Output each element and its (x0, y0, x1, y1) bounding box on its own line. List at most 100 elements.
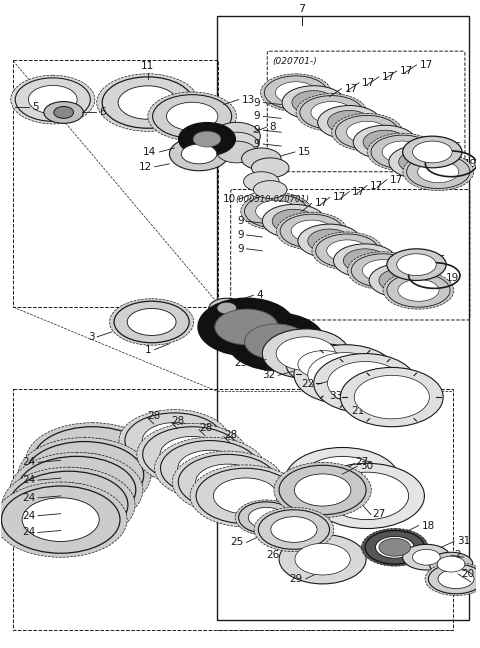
Text: 2: 2 (454, 550, 461, 561)
Ellipse shape (178, 450, 242, 486)
Ellipse shape (347, 121, 388, 143)
Ellipse shape (314, 354, 417, 413)
Ellipse shape (255, 200, 297, 222)
Text: 9: 9 (254, 139, 260, 149)
Ellipse shape (44, 102, 84, 123)
Text: 27: 27 (355, 457, 369, 467)
Text: 8: 8 (269, 122, 276, 132)
Ellipse shape (2, 467, 135, 542)
Ellipse shape (428, 564, 480, 594)
Ellipse shape (403, 544, 450, 570)
Text: 28: 28 (148, 411, 161, 421)
Ellipse shape (387, 273, 450, 307)
Ellipse shape (334, 244, 397, 277)
Text: 26: 26 (266, 550, 279, 561)
Ellipse shape (217, 141, 256, 163)
Ellipse shape (403, 136, 462, 168)
Ellipse shape (54, 106, 73, 119)
Ellipse shape (125, 413, 224, 469)
Ellipse shape (228, 314, 324, 369)
Ellipse shape (54, 439, 131, 482)
Text: 7: 7 (298, 4, 305, 14)
Text: 6: 6 (99, 108, 106, 117)
Text: 30: 30 (360, 461, 373, 471)
Text: 28: 28 (199, 422, 212, 433)
Ellipse shape (26, 422, 159, 498)
Ellipse shape (160, 441, 259, 496)
Ellipse shape (264, 76, 327, 110)
Text: 17: 17 (362, 78, 375, 87)
Text: 9: 9 (254, 125, 260, 135)
Ellipse shape (327, 110, 371, 134)
Ellipse shape (274, 462, 372, 518)
Ellipse shape (142, 422, 206, 459)
Ellipse shape (285, 448, 400, 513)
Ellipse shape (327, 240, 368, 262)
Ellipse shape (215, 132, 258, 156)
Text: 10: 10 (223, 194, 236, 204)
Ellipse shape (280, 214, 343, 248)
Ellipse shape (196, 464, 260, 500)
Ellipse shape (243, 172, 279, 192)
Text: 28: 28 (224, 430, 237, 439)
Ellipse shape (407, 155, 470, 189)
Ellipse shape (235, 500, 297, 535)
Ellipse shape (209, 298, 244, 318)
Ellipse shape (241, 148, 281, 170)
Ellipse shape (296, 93, 367, 132)
Ellipse shape (9, 471, 128, 538)
Ellipse shape (353, 125, 417, 159)
Ellipse shape (15, 78, 90, 121)
Ellipse shape (252, 158, 289, 178)
Ellipse shape (10, 452, 143, 527)
Ellipse shape (379, 538, 410, 556)
Ellipse shape (279, 535, 366, 584)
Ellipse shape (46, 454, 123, 497)
Text: 5: 5 (32, 102, 39, 113)
Ellipse shape (160, 436, 224, 472)
Text: 24: 24 (23, 493, 36, 503)
Ellipse shape (148, 92, 237, 141)
Ellipse shape (276, 337, 336, 371)
Text: 28: 28 (171, 416, 185, 426)
Ellipse shape (292, 91, 336, 115)
Ellipse shape (114, 301, 189, 343)
Ellipse shape (272, 209, 316, 233)
Ellipse shape (18, 437, 151, 513)
Text: 4: 4 (256, 290, 263, 300)
Ellipse shape (97, 74, 199, 132)
Ellipse shape (248, 507, 284, 528)
Ellipse shape (300, 96, 363, 129)
Ellipse shape (399, 150, 442, 174)
Ellipse shape (244, 324, 308, 360)
Text: 21: 21 (351, 406, 364, 416)
Ellipse shape (389, 145, 452, 179)
Ellipse shape (412, 141, 452, 163)
Ellipse shape (109, 299, 194, 345)
Text: 24: 24 (23, 475, 36, 485)
Text: 17: 17 (370, 181, 384, 191)
Ellipse shape (0, 482, 127, 557)
Ellipse shape (308, 353, 383, 396)
Ellipse shape (387, 249, 446, 281)
Ellipse shape (375, 537, 414, 558)
Ellipse shape (167, 102, 218, 130)
Text: 33: 33 (329, 391, 342, 401)
Ellipse shape (30, 483, 107, 527)
Ellipse shape (379, 268, 422, 292)
Ellipse shape (153, 95, 232, 138)
Ellipse shape (244, 194, 308, 228)
Ellipse shape (119, 410, 230, 472)
Ellipse shape (367, 133, 438, 171)
Text: 9: 9 (237, 230, 243, 240)
Ellipse shape (351, 254, 415, 287)
Ellipse shape (327, 362, 403, 405)
Ellipse shape (398, 279, 439, 301)
Ellipse shape (11, 75, 95, 124)
Ellipse shape (348, 252, 418, 290)
Ellipse shape (298, 351, 349, 378)
Ellipse shape (361, 529, 428, 566)
Ellipse shape (127, 308, 176, 336)
Ellipse shape (403, 153, 474, 191)
Ellipse shape (213, 122, 260, 150)
